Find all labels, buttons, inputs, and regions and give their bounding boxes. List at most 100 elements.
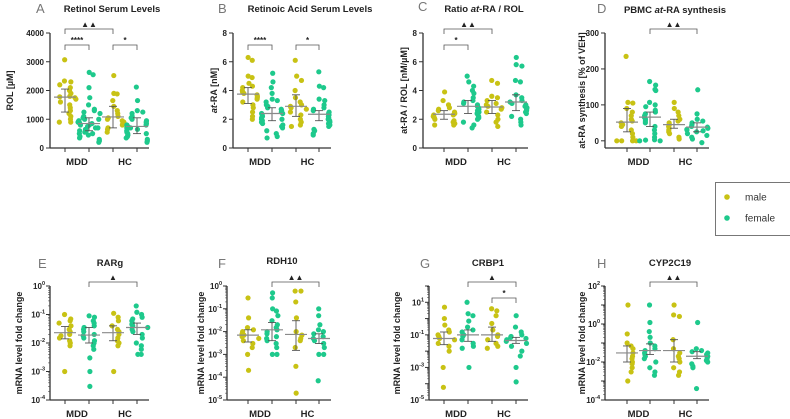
data-point bbox=[57, 82, 63, 88]
ylabel-part: mRNA level fold change bbox=[392, 292, 402, 395]
data-point bbox=[700, 118, 706, 124]
y-tick-label: 300 bbox=[586, 29, 600, 38]
data-point bbox=[509, 113, 515, 119]
bracket-line bbox=[247, 44, 273, 50]
data-point bbox=[68, 79, 74, 85]
ylabel-part: ROL [µM] bbox=[5, 70, 15, 110]
data-point bbox=[676, 313, 683, 320]
data-point bbox=[97, 110, 103, 117]
x-category-label: HC bbox=[497, 409, 511, 419]
data-point bbox=[653, 82, 659, 88]
data-point bbox=[484, 109, 490, 115]
data-point bbox=[493, 100, 499, 107]
data-point bbox=[133, 84, 139, 90]
data-point bbox=[316, 351, 322, 357]
data-point bbox=[628, 369, 634, 375]
bracket-line bbox=[295, 44, 320, 50]
data-point bbox=[630, 100, 636, 106]
data-point bbox=[690, 365, 696, 371]
data-point bbox=[81, 335, 87, 341]
data-point bbox=[625, 99, 631, 105]
data-point bbox=[629, 138, 636, 144]
significance-bracket: * bbox=[491, 289, 517, 303]
data-point bbox=[287, 109, 294, 115]
data-point bbox=[513, 62, 519, 68]
bracket-line bbox=[64, 44, 90, 50]
data-point bbox=[693, 385, 700, 392]
data-point bbox=[92, 125, 99, 131]
significance-label: * bbox=[123, 36, 127, 45]
significance-bracket: * bbox=[112, 36, 138, 50]
data-point bbox=[138, 351, 144, 357]
data-point bbox=[86, 313, 92, 319]
group-hc-male bbox=[663, 302, 685, 378]
tick-base: 10 bbox=[586, 358, 595, 367]
data-point bbox=[676, 136, 682, 142]
data-point bbox=[451, 122, 457, 128]
bracket-line bbox=[467, 281, 517, 287]
data-point bbox=[240, 338, 246, 344]
data-point bbox=[441, 315, 447, 322]
x-category-label: HC bbox=[679, 409, 693, 419]
y-tick-label: 0 bbox=[40, 144, 45, 153]
data-point bbox=[517, 79, 523, 85]
y-tick-label: 6 bbox=[413, 58, 418, 67]
ylabel-part: mRNA level fold change bbox=[577, 292, 587, 395]
y-tick-label: 2 bbox=[413, 115, 418, 124]
ylabel-part: -RA [nM] bbox=[209, 68, 219, 105]
data-point bbox=[298, 288, 304, 294]
x-category-label: HC bbox=[679, 157, 693, 168]
data-point bbox=[705, 125, 711, 131]
data-point bbox=[134, 108, 140, 114]
data-point bbox=[292, 344, 298, 351]
group-hc-female bbox=[308, 306, 330, 384]
title-part: RDH10 bbox=[266, 256, 297, 267]
group-hc-male bbox=[285, 288, 307, 396]
group-hc-female bbox=[308, 69, 333, 138]
data-point bbox=[518, 122, 524, 128]
data-point bbox=[249, 116, 255, 122]
ylabel-part: at bbox=[209, 104, 219, 113]
data-point bbox=[653, 359, 659, 365]
data-point bbox=[512, 324, 519, 330]
data-point bbox=[67, 343, 73, 349]
data-point bbox=[466, 318, 472, 324]
legend-male-label: male bbox=[745, 193, 767, 204]
data-point bbox=[269, 295, 275, 301]
group-mdd-female bbox=[75, 69, 103, 145]
data-point bbox=[264, 105, 271, 111]
x-category-label: HC bbox=[118, 409, 132, 419]
significance-label: **** bbox=[254, 36, 267, 45]
x-category-label: MDD bbox=[628, 157, 650, 168]
y-tick-label: 10-4 bbox=[208, 372, 223, 382]
group-mdd-male bbox=[54, 311, 76, 375]
data-point bbox=[249, 57, 255, 63]
y-axis-label: at-RA [nM] bbox=[209, 68, 219, 113]
tick-exponent: -2 bbox=[40, 338, 45, 344]
group-mdd-male bbox=[433, 304, 458, 390]
data-point bbox=[432, 122, 438, 128]
data-point bbox=[625, 302, 631, 308]
significance-bracket: ▲▲ bbox=[64, 20, 114, 34]
data-point bbox=[133, 303, 139, 309]
data-point bbox=[133, 340, 139, 346]
data-point bbox=[440, 384, 447, 390]
data-point bbox=[264, 135, 270, 141]
data-point bbox=[298, 77, 305, 84]
data-point bbox=[139, 335, 145, 341]
y-tick-label: 4 bbox=[223, 87, 228, 96]
y-axis-label: mRNA level fold change bbox=[14, 292, 24, 395]
panel-letter: B bbox=[218, 1, 227, 16]
group-mdd-female bbox=[78, 313, 100, 390]
data-point bbox=[629, 365, 635, 371]
data-point bbox=[647, 319, 653, 326]
data-point bbox=[484, 345, 490, 351]
data-point bbox=[62, 57, 68, 63]
data-point bbox=[67, 93, 73, 99]
data-point bbox=[73, 96, 79, 102]
bracket-line bbox=[112, 44, 138, 50]
data-point bbox=[254, 96, 260, 102]
data-point bbox=[274, 351, 280, 357]
